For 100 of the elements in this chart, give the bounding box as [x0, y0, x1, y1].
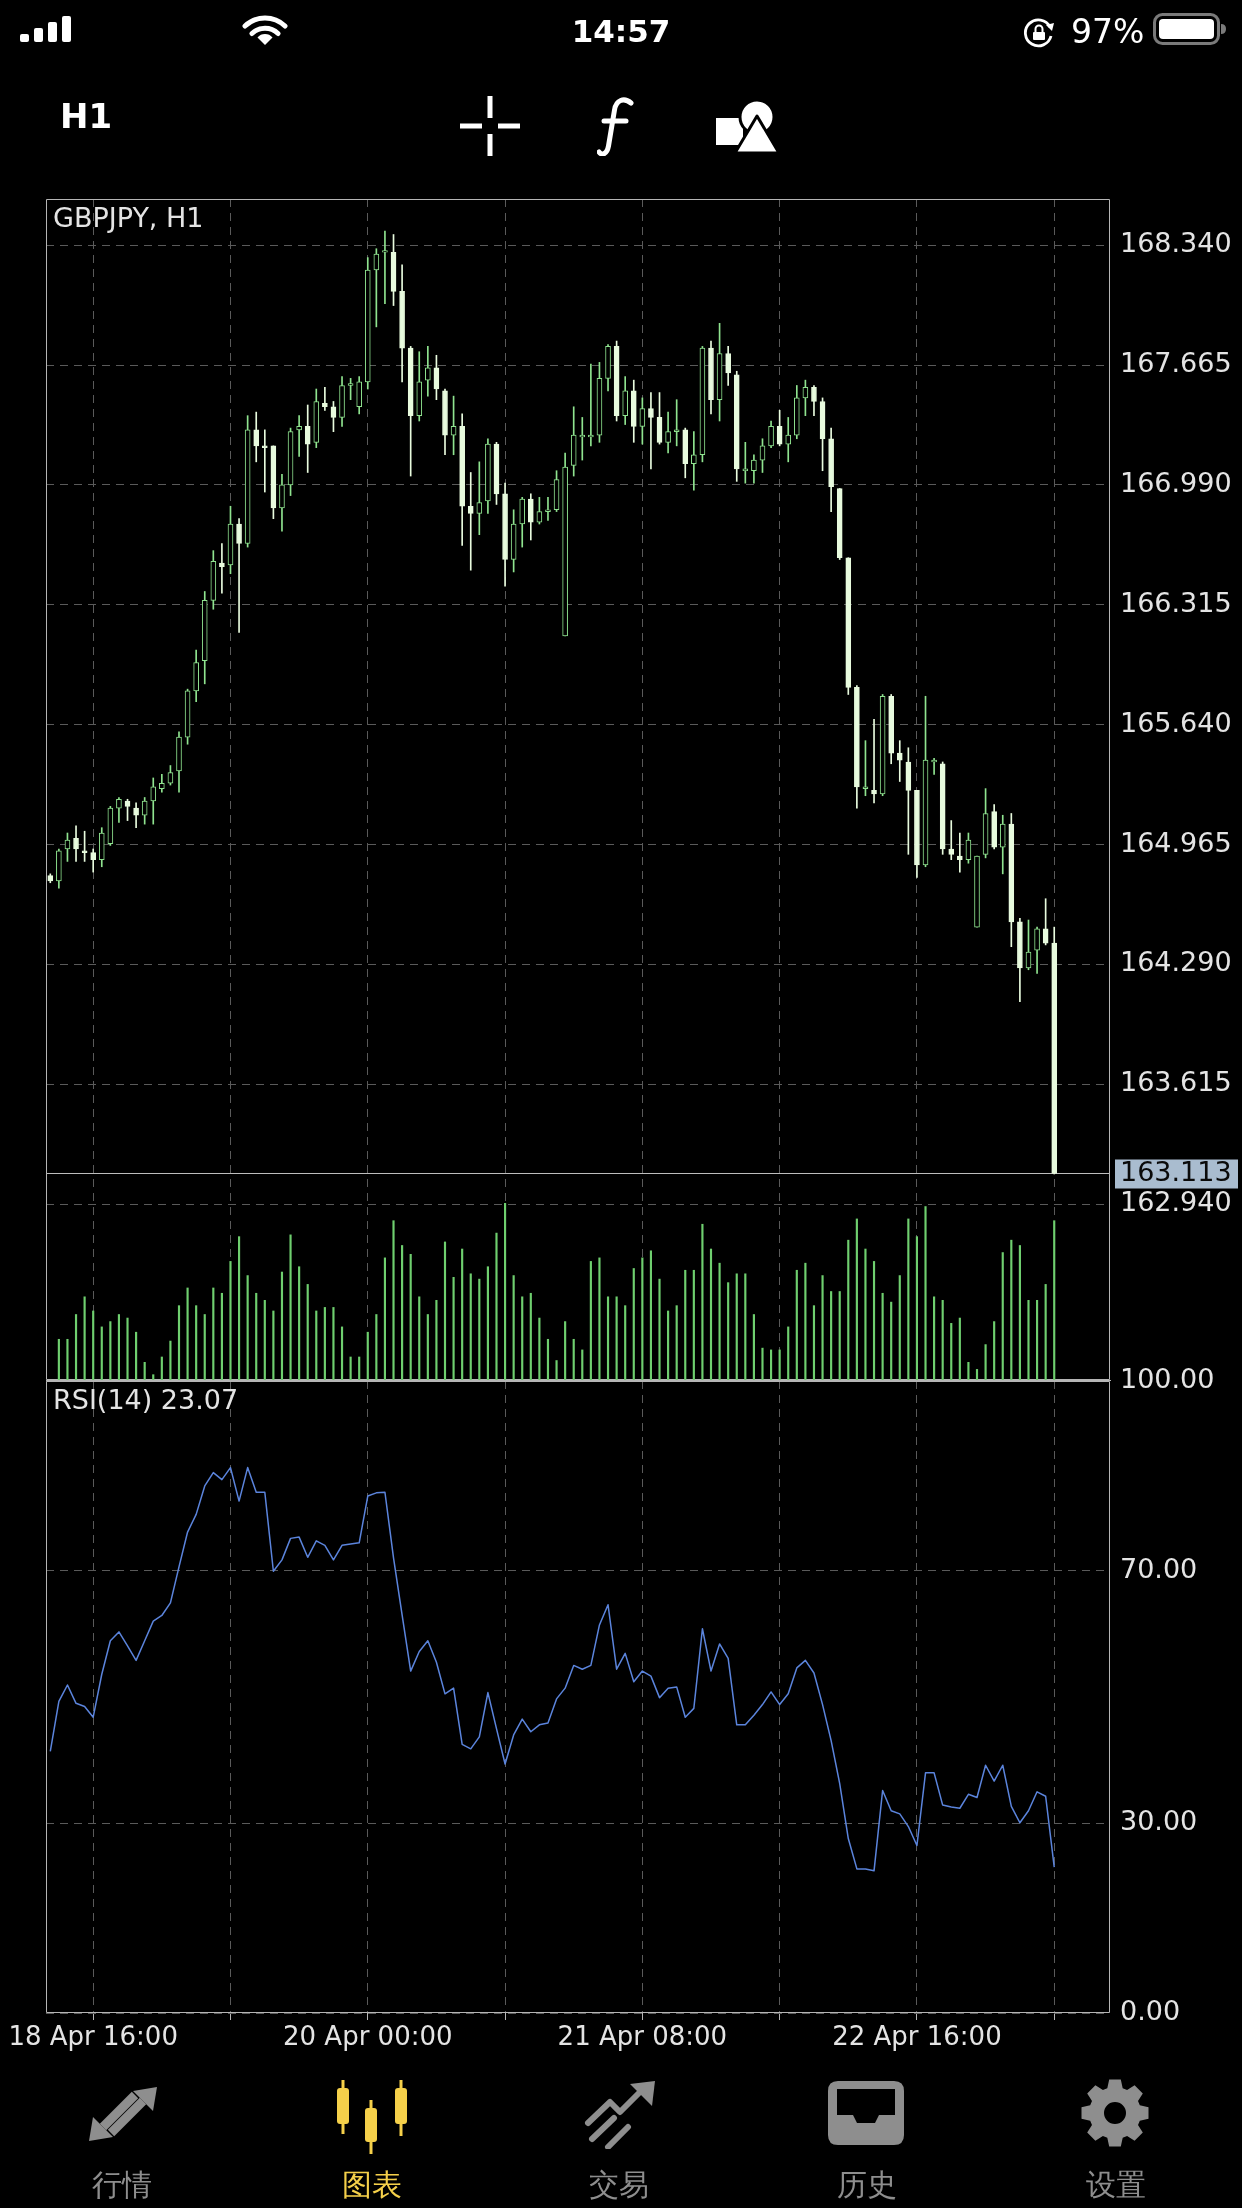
bar — [169, 1340, 172, 1380]
bar — [323, 1307, 326, 1380]
bar — [289, 1234, 292, 1380]
bar — [950, 1323, 953, 1380]
bar — [529, 1292, 532, 1380]
bar — [469, 1273, 472, 1380]
bar — [1010, 1239, 1013, 1380]
bar — [83, 1296, 86, 1380]
bar — [933, 1296, 936, 1380]
bar — [624, 1305, 627, 1380]
bar — [1018, 1245, 1021, 1380]
bar — [898, 1275, 901, 1380]
text: 历史 — [837, 2167, 897, 2202]
bar — [512, 1275, 515, 1380]
x-tick-label: 22 Apr 16:00 — [832, 2021, 1002, 2052]
bar — [581, 1349, 584, 1380]
bar — [872, 1261, 876, 1380]
bar — [392, 1220, 395, 1380]
bar — [718, 1262, 721, 1380]
bar — [615, 1296, 618, 1380]
bar — [237, 1236, 241, 1380]
text: 设置 — [1086, 2167, 1146, 2202]
bar — [804, 1262, 807, 1380]
bar — [890, 1301, 893, 1380]
candlestick — [322, 386, 328, 411]
y-tick-label: 30.00 — [1120, 1805, 1198, 1837]
bar — [555, 1360, 558, 1380]
bar — [692, 1269, 695, 1380]
bar — [684, 1269, 687, 1380]
ref-line-label: 163.113 — [1120, 1156, 1232, 1188]
bar — [744, 1273, 747, 1380]
candlestick — [957, 832, 963, 873]
bar — [821, 1275, 824, 1380]
bar — [435, 1300, 438, 1380]
bar — [220, 1292, 223, 1380]
bar — [358, 1356, 361, 1380]
bar — [769, 1349, 773, 1380]
bar — [160, 1356, 163, 1380]
bar — [546, 1338, 550, 1380]
bar — [349, 1356, 352, 1380]
bar — [280, 1271, 284, 1380]
bar — [272, 1310, 275, 1380]
bar — [443, 1241, 447, 1380]
bar — [478, 1278, 481, 1380]
bar — [495, 1232, 498, 1380]
candlestick — [382, 230, 388, 305]
y-tick-label: 100.00 — [1120, 1363, 1215, 1395]
candlestick — [673, 399, 680, 447]
bar — [795, 1269, 798, 1380]
bar — [667, 1310, 670, 1380]
bar — [57, 1338, 60, 1380]
bar — [135, 1331, 138, 1380]
bar — [503, 1203, 507, 1380]
bar — [864, 1248, 867, 1380]
bar — [855, 1218, 858, 1380]
y-tick-label: 162.940 — [1120, 1186, 1232, 1218]
bar — [984, 1344, 987, 1380]
candlestick — [467, 472, 474, 571]
candlestick — [476, 461, 483, 535]
text: 图表 — [342, 2167, 402, 2202]
text: 97% — [1071, 11, 1145, 51]
bar — [263, 1300, 266, 1380]
y-tick-label: 70.00 — [1120, 1552, 1198, 1584]
bar — [641, 1257, 644, 1380]
chart-title: GBPJPY, H1 — [53, 202, 204, 234]
y-tick-label: 168.340 — [1120, 227, 1232, 259]
bar — [958, 1317, 961, 1380]
bar — [315, 1310, 318, 1380]
bar — [375, 1314, 378, 1380]
y-tick-label: 166.990 — [1120, 466, 1232, 498]
bar — [907, 1218, 910, 1380]
bar — [752, 1314, 755, 1380]
bar — [74, 1314, 78, 1380]
bar — [212, 1287, 215, 1380]
bar — [186, 1287, 189, 1380]
text: 交易 — [589, 2167, 649, 2202]
bar — [727, 1282, 730, 1380]
text: H1 — [60, 96, 113, 136]
bar — [100, 1326, 103, 1380]
y-tick-label: 164.290 — [1120, 946, 1232, 978]
bar — [229, 1261, 232, 1380]
chart-title: RSI(14) 23.07 — [53, 1384, 239, 1416]
y-tick-label: 0.00 — [1120, 1995, 1181, 2027]
bar — [109, 1321, 112, 1380]
bar — [572, 1338, 575, 1380]
bar — [915, 1236, 919, 1380]
y-tick-label: 167.665 — [1120, 347, 1232, 379]
bar — [830, 1291, 833, 1380]
bar — [306, 1284, 309, 1380]
text: 行情 — [92, 2167, 152, 2202]
candlestick — [296, 415, 302, 457]
candlestick — [648, 392, 654, 470]
bar — [649, 1250, 653, 1380]
bar — [1053, 1220, 1056, 1380]
candlestick — [871, 719, 877, 804]
candlestick — [545, 497, 551, 521]
bar — [778, 1349, 781, 1380]
bar — [66, 1338, 69, 1380]
x-tick-label: 20 Apr 00:00 — [283, 2021, 453, 2052]
candlestick — [691, 431, 697, 491]
